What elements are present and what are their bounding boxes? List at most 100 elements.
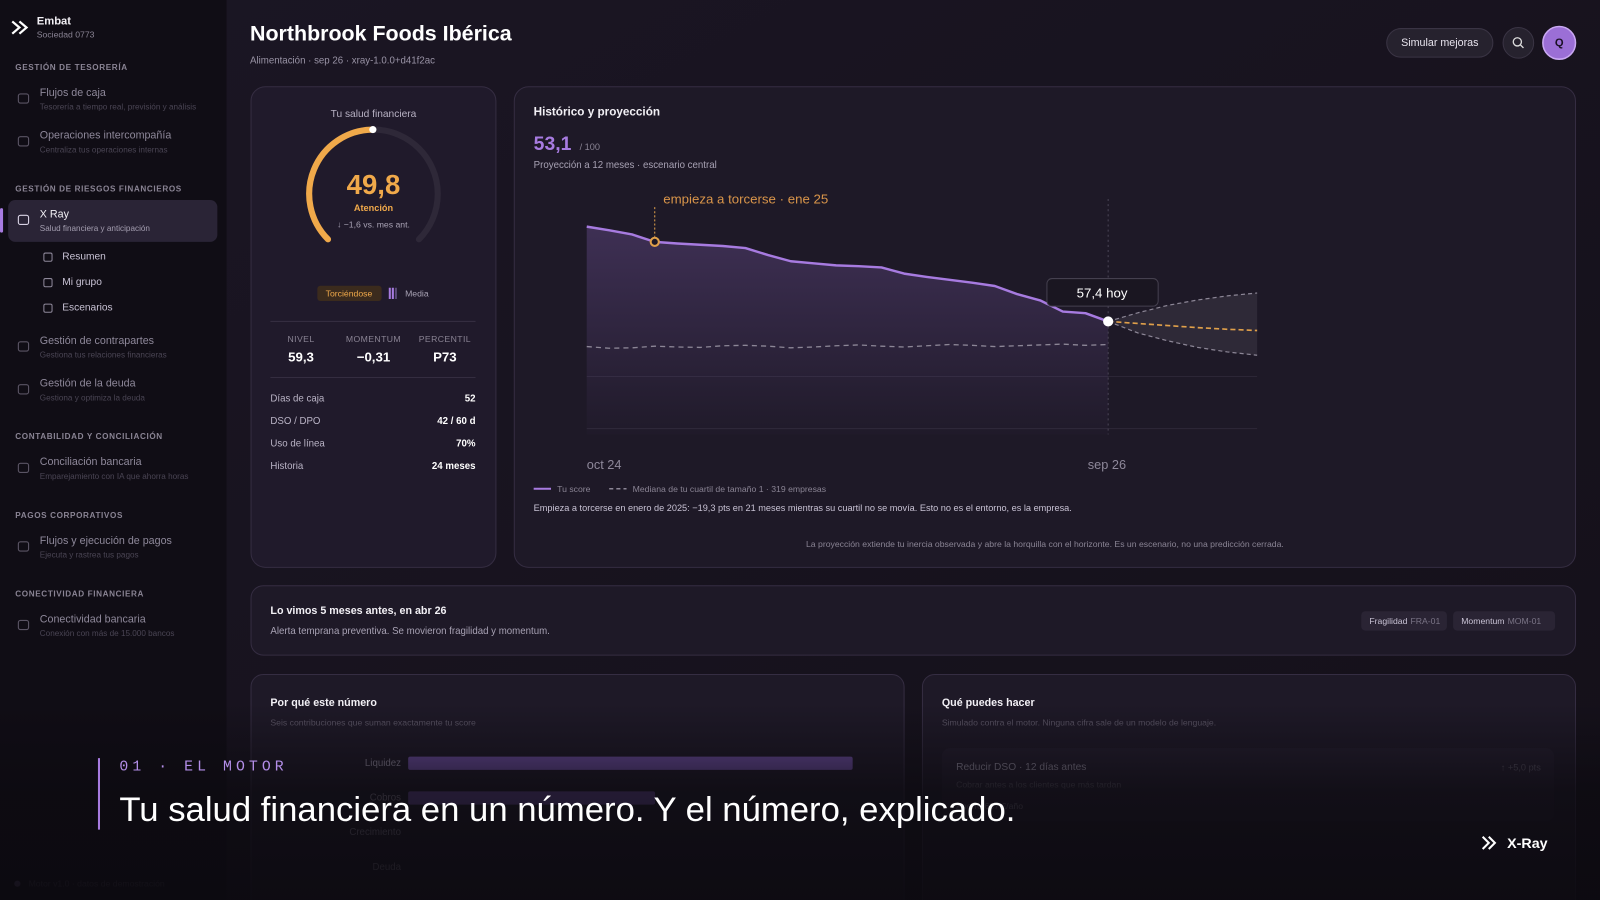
median-line	[586, 343, 1109, 349]
metric-value: 59,3	[288, 350, 314, 365]
chip[interactable]	[1453, 611, 1556, 631]
row-value: 70%	[456, 438, 476, 449]
nav-desc: Gestiona y optimiza la deuda	[40, 393, 146, 402]
projection-band	[1108, 292, 1258, 356]
nav-desc: Centraliza tus operaciones internas	[40, 146, 168, 155]
x-tick-label: oct 24	[587, 457, 622, 472]
search-icon	[1519, 44, 1524, 49]
chip[interactable]	[1361, 611, 1447, 631]
nav-desc: Salud financiera y anticipación	[40, 224, 150, 233]
search-icon	[1512, 37, 1523, 47]
tag-label: Torciéndose	[326, 288, 373, 298]
chip-code: FRA-01	[1410, 616, 1440, 626]
health-label: Tu salud financiera	[331, 109, 417, 120]
tag-label: Media	[405, 288, 429, 298]
page-subtitle: Alimentación · sep 26 · xray-1.0.0+d41f2…	[250, 56, 435, 67]
score-area	[586, 226, 1109, 435]
row-label: Días de caja	[270, 393, 324, 404]
nav-subitem[interactable]: Escenarios	[62, 303, 112, 314]
gauge-value	[306, 126, 376, 243]
subitem-icon	[43, 303, 53, 313]
today-point	[1103, 316, 1114, 327]
logo	[11, 20, 29, 35]
metric-value: P73	[433, 350, 457, 365]
nav-subitem[interactable]: Mi grupo	[62, 277, 102, 288]
nav-desc: Conexión con más de 15.000 bancos	[40, 629, 175, 638]
row-label: Historia	[270, 461, 303, 472]
history-note: Empieza a torcerse en enero de 2025: −19…	[534, 503, 1072, 513]
brand-name: Embat	[37, 15, 72, 27]
simulate-button[interactable]	[1386, 28, 1494, 58]
item-icon	[17, 541, 30, 552]
section-title: PAGOS CORPORATIVOS	[15, 511, 123, 520]
projection-central	[1108, 320, 1258, 332]
item-icon	[17, 341, 30, 352]
chip-name: Momentum	[1461, 616, 1504, 626]
nav-item[interactable]: Conectividad bancaria	[40, 613, 146, 625]
avatar[interactable]	[1542, 25, 1577, 60]
annotation-point	[649, 236, 660, 247]
chip-name: Fragilidad	[1369, 616, 1407, 626]
tag-icon	[394, 287, 397, 299]
nav-item[interactable]: Gestión de contrapartes	[40, 335, 154, 347]
alert-title: Lo vimos 5 meses antes, en abr 26	[270, 605, 446, 617]
health-delta: ↓ −1,6 vs. mes ant.	[337, 219, 410, 229]
today-callout-label: 57,4 hoy	[1077, 285, 1128, 300]
nav-item[interactable]: Operaciones intercompañía	[40, 130, 172, 142]
nav-desc: Gestiona tus relaciones financieras	[40, 351, 167, 360]
tag-icon	[391, 287, 394, 299]
nav-item[interactable]: Gestión de la deuda	[40, 378, 136, 390]
metric-label: MOMENTUM	[346, 334, 401, 344]
nav-item[interactable]: X Ray	[40, 208, 70, 220]
page-title: Northbrook Foods Ibérica	[250, 22, 513, 46]
legend-label: Mediana de tu cuartil de tamaño 1 · 319 …	[633, 484, 827, 494]
tag	[317, 285, 382, 302]
nav-subitem[interactable]: Resumen	[62, 252, 106, 263]
metric-label: NIVEL	[287, 334, 314, 344]
history-title: Histórico y proyección	[534, 106, 660, 119]
nav-desc: Ejecuta y rastrea tus pagos	[40, 551, 139, 560]
active-indicator	[0, 208, 4, 233]
content: Embat Sociedad 0773 GESTIÓN DE TESORERÍA Fl…	[0, 15, 1600, 900]
item-icon	[17, 384, 30, 395]
nav-desc: Tesorería a tiempo real, previsión y aná…	[40, 103, 196, 112]
nav-desc: Emparejamiento con IA que ahorra horas	[40, 472, 189, 481]
section-title: GESTIÓN DE TESORERÍA	[15, 61, 127, 72]
caption-shade	[0, 704, 1600, 900]
item-icon	[17, 462, 30, 474]
annotation-label: empieza a torcerse · ene 25	[663, 191, 828, 206]
tag-icon	[388, 287, 391, 299]
active-item[interactable]	[8, 200, 218, 242]
row-value: 42 / 60 d	[437, 416, 475, 427]
item-icon	[17, 619, 30, 631]
alert-card	[250, 585, 1577, 656]
avatar-initial: Q	[1555, 37, 1564, 49]
chip-label: Momentum MOM-01	[1461, 616, 1541, 626]
item-icon	[17, 93, 30, 104]
nav-item[interactable]: Conciliación bancaria	[40, 456, 142, 468]
score-line	[586, 225, 1109, 323]
row-value: 52	[465, 393, 476, 404]
search-button[interactable]	[1502, 27, 1535, 59]
health-card	[250, 86, 497, 568]
subitem-icon	[43, 278, 53, 288]
brand-sub: Sociedad 0773	[37, 30, 95, 40]
history-score-max: / 100	[580, 142, 600, 152]
caption-headline: Tu salud financiera en un número. Y el n…	[119, 791, 1015, 829]
metric-value: −0,31	[357, 350, 391, 365]
simulate-button-label[interactable]: Simular mejoras	[1401, 37, 1478, 49]
item-icon	[17, 136, 30, 147]
legend-label: Tu score	[557, 484, 591, 494]
row-value: 24 meses	[432, 461, 476, 472]
history-footnote: La proyección extiende tu inercia observ…	[806, 539, 1284, 549]
row-label: DSO / DPO	[270, 416, 321, 427]
metric-label: PERCENTIL	[419, 334, 471, 344]
history-subtitle: Proyección a 12 meses · escenario centra…	[534, 160, 717, 171]
chip-label: Fragilidad FRA-01	[1369, 616, 1440, 626]
nav-item[interactable]: Flujos de caja	[40, 87, 106, 99]
caption-brand: X-Ray	[1507, 836, 1548, 852]
health-status: Atención	[354, 203, 394, 213]
section-title: CONECTIVIDAD FINANCIERA	[15, 589, 144, 598]
nav-item[interactable]: Flujos y ejecución de pagos	[40, 535, 172, 547]
